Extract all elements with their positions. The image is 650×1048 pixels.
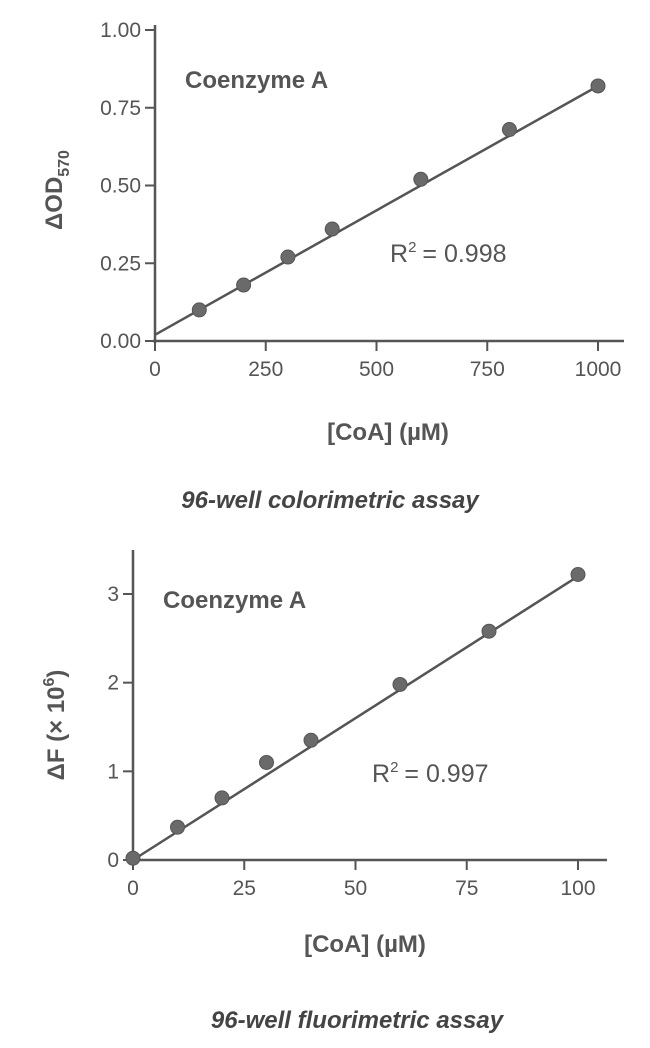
colorimetric-chart: 0 250 500 750 1000 0.00 0.25 0.50 0.75 1.00 Coenzy… <box>41 19 624 514</box>
r2-value: = 0.997 <box>404 760 488 788</box>
data-point <box>413 171 429 187</box>
data-point <box>570 566 586 582</box>
data-point <box>125 850 141 866</box>
y-tick-label: 0.75 <box>100 97 141 120</box>
data-point <box>214 790 230 806</box>
x-axis-label: [CoA] (µM) <box>304 931 426 958</box>
x-tick-label: 100 <box>560 877 595 900</box>
y-tick-label: 2 <box>107 672 119 695</box>
y-tick-label: 0.50 <box>100 175 141 198</box>
annotation: Coenzyme A <box>163 587 306 614</box>
y-label-sup: 6 <box>41 677 58 686</box>
x-tick-label: 1000 <box>575 358 622 381</box>
x-tick-label: 250 <box>248 358 283 381</box>
caption: 96-well fluorimetric assay <box>211 1007 505 1034</box>
data-point <box>191 302 207 318</box>
r2-r: R <box>372 760 390 788</box>
data-point <box>280 249 296 265</box>
y-tick-label: 0.25 <box>100 252 141 275</box>
y-label-main: ΔF (× 10 <box>43 686 70 780</box>
caption: 96-well colorimetric assay <box>181 487 480 514</box>
y-tick-label: 0 <box>107 849 119 872</box>
x-axis-label: [CoA] (µM) <box>327 419 449 446</box>
y-tick-label: 0.00 <box>100 330 141 353</box>
r2-label: R2 = 0.997 <box>372 759 489 788</box>
y-label-main: ΔOD <box>41 177 68 230</box>
y-label-end: ) <box>43 670 70 678</box>
x-tick-label: 500 <box>359 358 394 381</box>
data-point <box>590 78 606 94</box>
data-point <box>481 623 497 639</box>
r2-sup: 2 <box>390 759 398 776</box>
data-point <box>303 732 319 748</box>
x-tick-label: 75 <box>455 877 478 900</box>
x-tick-label: 750 <box>470 358 505 381</box>
r2-r: R <box>390 240 408 268</box>
data-point <box>259 754 274 770</box>
x-tick-label: 0 <box>127 877 139 900</box>
y-tick-label: 1 <box>107 760 119 783</box>
y-tick-label: 1.00 <box>100 19 141 42</box>
r2-label: R2 = 0.998 <box>390 239 507 268</box>
data-point <box>170 819 185 835</box>
fit-line <box>132 575 579 862</box>
x-tick-label: 25 <box>233 877 256 900</box>
y-axis-label: ΔF (× 106) <box>41 670 70 781</box>
data-point <box>501 122 517 138</box>
data-point <box>392 676 408 692</box>
fit-line <box>154 84 599 336</box>
r2-sup: 2 <box>408 239 416 256</box>
data-point <box>324 221 340 237</box>
y-axis-label: ΔOD570 <box>41 150 73 230</box>
x-tick-label: 0 <box>149 358 161 381</box>
annotation: Coenzyme A <box>185 67 328 94</box>
r2-value: = 0.998 <box>422 240 506 268</box>
data-point <box>236 277 252 293</box>
x-tick-label: 50 <box>344 877 367 900</box>
y-label-sub: 570 <box>56 150 73 177</box>
y-tick-label: 3 <box>107 583 119 606</box>
